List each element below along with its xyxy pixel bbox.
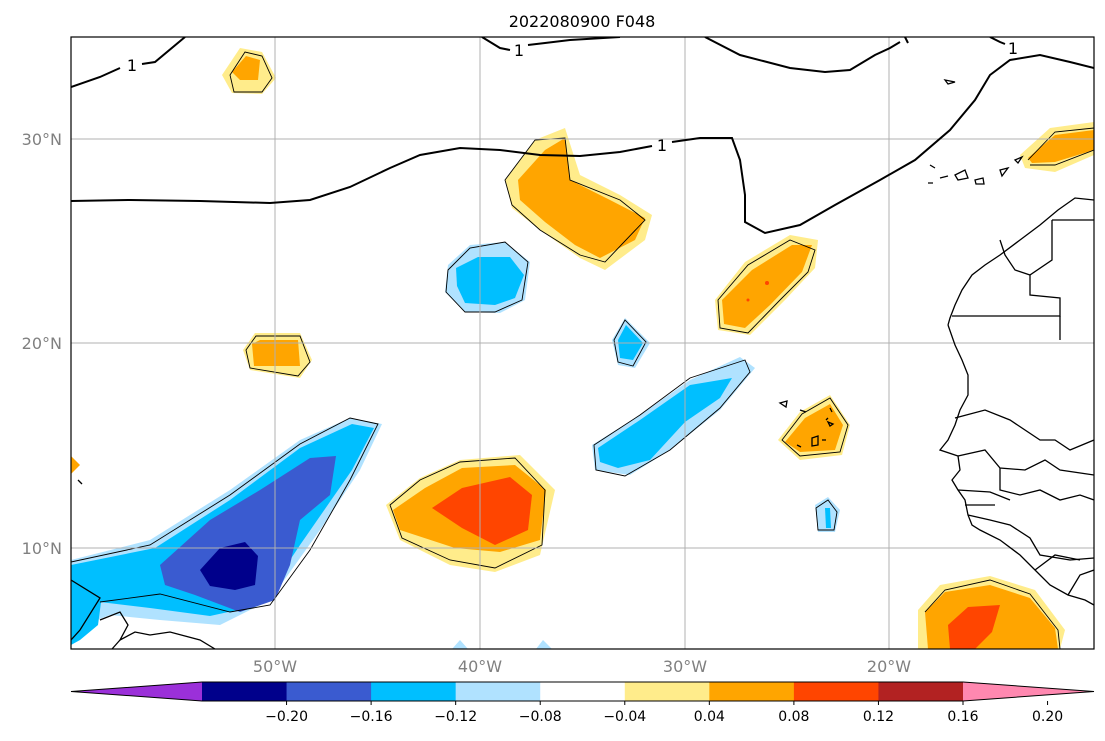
positive-anomaly-top-right xyxy=(1020,122,1094,172)
lat-label-10n: 10°N xyxy=(22,539,62,558)
colorbar-tick-label: 0.08 xyxy=(778,709,809,725)
anomaly-outline-contours xyxy=(71,51,1094,649)
lon-label-40w: 40°W xyxy=(458,657,502,676)
positive-anomaly-27w xyxy=(715,235,818,335)
colorbar-tick-label: −0.04 xyxy=(603,709,646,725)
colorbar-tick-label: 0.20 xyxy=(1032,709,1063,725)
positive-anomaly-top-left xyxy=(222,48,276,94)
isoline-label: 1 xyxy=(1008,39,1018,58)
isoline-label: 1 xyxy=(514,41,524,60)
colorbar-swatch xyxy=(540,682,626,701)
colorbar-tick-label: −0.20 xyxy=(265,709,308,725)
colorbar-swatch xyxy=(371,682,457,701)
colorbar-tick-label: −0.16 xyxy=(350,709,393,725)
latitude-labels: 30°N 20°N 10°N xyxy=(22,130,62,558)
colorbar-tick-label: 0.04 xyxy=(694,709,725,725)
positive-anomaly-41w xyxy=(386,455,555,572)
coastlines xyxy=(71,79,1094,649)
colorbar-swatch xyxy=(878,682,964,701)
colorbar: −0.20 −0.16 −0.12 −0.08 −0.04 0.04 0.08 0.12 0.1… xyxy=(70,681,1095,725)
negative-anomaly-sw-band xyxy=(71,418,382,645)
negative-anomaly-30w-band xyxy=(592,357,755,475)
colorbar-swatch xyxy=(455,682,541,701)
figure-title: 2022080900 F048 xyxy=(509,12,656,31)
colorbar-swatch xyxy=(202,682,288,701)
lon-label-30w: 30°W xyxy=(663,657,707,676)
negative-anomaly-40w xyxy=(445,242,530,313)
graticule xyxy=(71,37,1094,649)
lon-label-20w: 20°W xyxy=(867,657,911,676)
map-frame xyxy=(70,36,1095,650)
positive-anomaly-36w xyxy=(505,128,652,270)
colorbar-tick-label: −0.12 xyxy=(434,709,477,725)
colorbar-extend-high xyxy=(963,682,1094,701)
isoline-label: 1 xyxy=(127,56,137,75)
colorbar-tick-label: 0.12 xyxy=(863,709,894,725)
lon-label-50w: 50°W xyxy=(253,657,297,676)
colorbar-extend-low xyxy=(71,682,202,701)
isoline-labels: 1 1 1 1 xyxy=(127,39,1018,155)
colorbar-tick-label: −0.08 xyxy=(519,709,562,725)
map-area: 1 1 1 1 xyxy=(71,37,1094,649)
colorbar-swatch xyxy=(793,682,879,701)
lat-label-30n: 30°N xyxy=(22,130,62,149)
longitude-labels: 50°W 40°W 30°W 20°W xyxy=(253,657,911,676)
positive-anomaly-50w xyxy=(243,333,312,378)
isoline-label: 1 xyxy=(657,136,667,155)
lat-label-20n: 20°N xyxy=(22,334,62,353)
negative-anomaly-23w xyxy=(815,497,840,532)
positive-anomaly-bottom-right xyxy=(918,576,1065,649)
colorbar-swatch xyxy=(709,682,795,701)
colorbar-outline xyxy=(70,681,1095,702)
colorbar-tick-label: 0.16 xyxy=(947,709,978,725)
isoline-1 xyxy=(71,37,1094,235)
colorbar-swatch xyxy=(624,682,710,701)
colorbar-swatch xyxy=(286,682,372,701)
